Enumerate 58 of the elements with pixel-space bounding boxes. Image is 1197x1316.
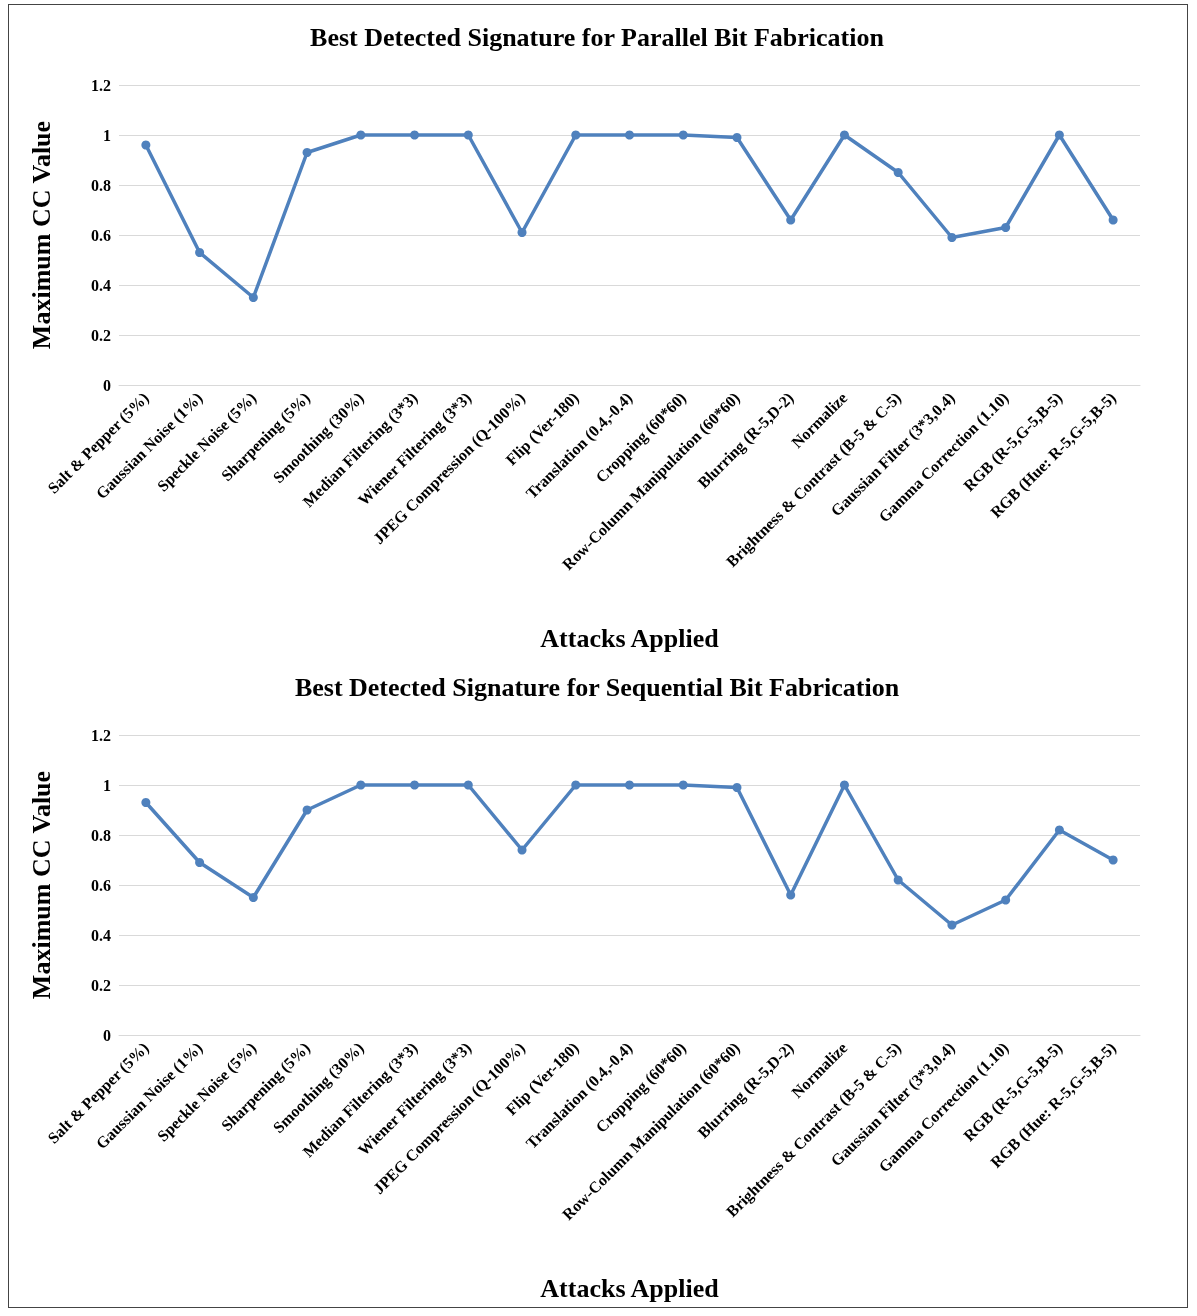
y-tick-label: 0.6 <box>91 226 111 244</box>
chart-title: Best Detected Signature for Parallel Bit Fabrication <box>310 22 885 52</box>
x-axis-title: Attacks Applied <box>540 1273 720 1303</box>
point <box>893 168 903 177</box>
point <box>248 293 258 302</box>
y-tick-label: 0.4 <box>91 276 111 294</box>
y-tick-label: 0.8 <box>91 176 111 194</box>
point <box>463 780 473 790</box>
point <box>571 780 581 790</box>
point <box>625 130 634 140</box>
point <box>463 130 473 140</box>
y-tick-label: 0.4 <box>91 926 111 944</box>
point <box>356 780 366 790</box>
point <box>141 140 151 150</box>
point <box>732 133 742 142</box>
point <box>839 780 849 790</box>
point <box>1054 130 1064 140</box>
point <box>1001 895 1011 905</box>
y-tick-label: 1 <box>103 776 111 794</box>
point <box>517 228 527 237</box>
y-tick-label: 0.2 <box>91 326 111 344</box>
point <box>248 893 258 902</box>
y-tick-label: 0 <box>103 376 111 394</box>
point <box>410 780 420 790</box>
point <box>1001 223 1011 232</box>
point <box>839 130 849 140</box>
point <box>625 780 634 790</box>
point <box>678 130 688 140</box>
point <box>302 148 312 157</box>
point <box>786 215 796 225</box>
point <box>356 130 366 140</box>
point <box>302 805 312 815</box>
point <box>947 233 957 242</box>
point <box>195 858 205 867</box>
point <box>1108 855 1118 865</box>
chart-title: Best Detected Signature for Sequential Bit Fabrication <box>294 672 900 702</box>
point <box>732 783 742 792</box>
point <box>410 130 420 140</box>
point <box>141 798 151 807</box>
y-tick-label: 0.6 <box>91 876 111 894</box>
y-tick-label: 0 <box>103 1026 111 1044</box>
point <box>786 890 796 900</box>
y-tick-label: 0.8 <box>91 826 111 844</box>
y-tick-label: 1 <box>103 126 111 144</box>
point <box>947 920 957 930</box>
y-tick-label: 1.2 <box>91 76 111 94</box>
point <box>195 248 205 257</box>
point <box>571 130 581 140</box>
point <box>1054 825 1064 835</box>
y-tick-label: 0.2 <box>91 976 111 994</box>
point <box>893 875 903 885</box>
y-tick-label: 1.2 <box>91 726 111 744</box>
y-axis-title: Maximum CC Value <box>26 770 56 1000</box>
y-axis-title: Maximum CC Value <box>26 120 56 350</box>
x-axis-title: Attacks Applied <box>540 623 720 653</box>
point <box>517 845 527 855</box>
point <box>678 780 688 790</box>
point <box>1108 215 1118 225</box>
